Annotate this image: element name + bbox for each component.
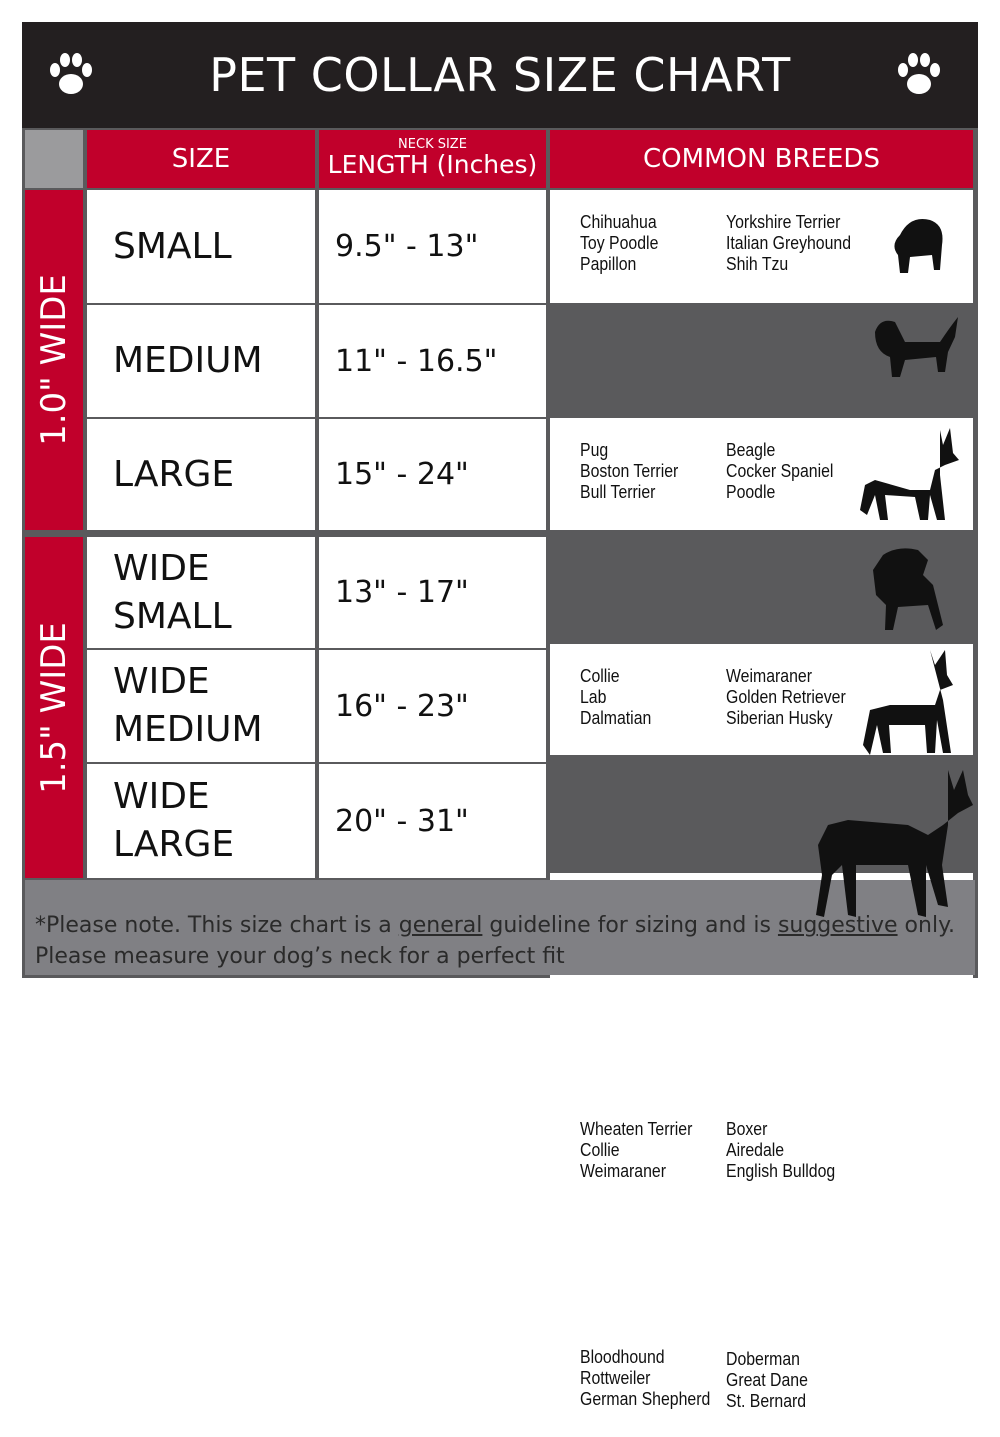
breed-name: Papillon xyxy=(580,254,637,274)
size-cell: WIDE SMALL xyxy=(87,537,315,648)
breed-name: Pug xyxy=(580,440,609,460)
breed-name: Wheaten Terrier xyxy=(580,1119,693,1139)
dachshund-silhouette-icon xyxy=(875,317,958,377)
length-cell: 9.5" - 13" xyxy=(319,190,546,303)
breed-name: Collie xyxy=(580,1140,620,1160)
breed-name: Beagle xyxy=(726,440,776,460)
note-underlined: general xyxy=(398,913,483,938)
footnote: *Please note. This size chart is a gener… xyxy=(25,880,975,975)
breed-name: Collie xyxy=(580,666,620,686)
note-text: *Please note. This size chart is a xyxy=(35,913,399,938)
breeds-column-1: Pug Boston Terrier Bull Terrier xyxy=(580,440,678,503)
note-text: only. xyxy=(897,913,955,938)
length-value: 13" - 17" xyxy=(335,575,469,610)
length-value: 16" - 23" xyxy=(335,688,469,724)
breed-name: Airedale xyxy=(726,1140,785,1160)
footnote-line-2: Please measure your dog’s neck for a per… xyxy=(35,944,565,969)
group-label-1-inch: 1.0" WIDE xyxy=(25,190,83,530)
breed-name: Dalmatian xyxy=(580,708,652,728)
size-label: MEDIUM xyxy=(113,340,263,381)
breed-name: Shih Tzu xyxy=(726,254,789,274)
size-label: LARGE xyxy=(113,453,235,495)
husky-silhouette-icon xyxy=(860,428,959,520)
breed-name: Chihuahua xyxy=(580,212,657,232)
size-label: WIDE SMALL xyxy=(113,547,232,637)
length-value: 11" - 16.5" xyxy=(335,343,498,379)
note-underlined: suggestive xyxy=(777,913,898,938)
breed-name: Great Dane xyxy=(726,1370,808,1390)
size-cell: SMALL xyxy=(87,190,315,303)
breed-name: Rottweiler xyxy=(580,1368,651,1388)
breed-name: Boxer xyxy=(726,1119,768,1139)
breeds-column-2: Yorkshire Terrier Italian Greyhound Shih T… xyxy=(726,212,851,275)
size-cell: WIDE MEDIUM xyxy=(87,650,315,762)
header-size: SIZE xyxy=(87,130,315,188)
length-cell: 13" - 17" xyxy=(319,537,546,648)
breeds-cell: Wheaten Terrier Collie Weimaraner Boxer Air… xyxy=(550,1097,973,1209)
size-label: WIDE LARGE xyxy=(113,776,235,865)
breed-name: Weimaraner xyxy=(726,666,812,686)
size-label: SMALL xyxy=(113,225,232,267)
length-value: 20" - 31" xyxy=(335,803,469,839)
paw-print-icon xyxy=(50,53,92,94)
length-value: 9.5" - 13" xyxy=(335,229,479,264)
breeds-cell: Chihuahua Toy Poodle Papillon Yorkshire Te… xyxy=(550,190,973,303)
breeds-column-2: Weimaraner Golden Retriever Siberian Husky xyxy=(726,666,846,729)
group-label-text: 1.5" WIDE xyxy=(34,621,75,794)
bulldog-silhouette-icon xyxy=(873,548,943,630)
footnote-line-1: *Please note. This size chart is a gener… xyxy=(35,910,975,941)
breed-name: Poodle xyxy=(726,482,776,502)
doberman-silhouette-icon xyxy=(816,770,973,917)
breed-name: Doberman xyxy=(726,1349,800,1369)
length-cell: 15" - 24" xyxy=(319,419,546,530)
size-cell: LARGE xyxy=(87,419,315,530)
group-label-1-5-inch: 1.5" WIDE xyxy=(25,537,83,878)
breed-name: Toy Poodle xyxy=(580,233,659,253)
breed-name: Siberian Husky xyxy=(726,708,833,728)
header-length: NECK SIZE LENGTH (Inches) xyxy=(319,130,546,188)
size-cell: MEDIUM xyxy=(87,305,315,417)
breeds-column-1: Wheaten Terrier Collie Weimaraner xyxy=(580,1119,692,1182)
breed-name: Italian Greyhound xyxy=(726,233,852,253)
breed-name: St. Bernard xyxy=(726,1391,807,1411)
breed-name: Cocker Spaniel xyxy=(726,461,834,481)
breeds-column-1: Bloodhound Rottweiler German Shepherd xyxy=(580,1347,710,1410)
size-cell: WIDE LARGE xyxy=(87,764,315,878)
breed-name: Bull Terrier xyxy=(580,482,656,502)
breeds-column-2: Beagle Cocker Spaniel Poodle xyxy=(726,440,833,503)
breed-name: Lab xyxy=(580,687,607,707)
page-title: PET COLLAR SIZE CHART xyxy=(22,22,978,128)
pitbull-silhouette-icon xyxy=(863,650,953,755)
header-length-label: LENGTH (Inches) xyxy=(327,150,538,179)
group-label-text: 1.0" WIDE xyxy=(34,274,75,446)
breed-name: German Shepherd xyxy=(580,1389,711,1409)
length-cell: 20" - 31" xyxy=(319,764,546,878)
length-value: 15" - 24" xyxy=(335,457,469,492)
breed-name: Yorkshire Terrier xyxy=(726,212,841,232)
note-text: guideline for sizing and is xyxy=(482,913,778,938)
breed-name: Boston Terrier xyxy=(580,461,679,481)
breeds-column-1: Chihuahua Toy Poodle Papillon xyxy=(580,212,658,275)
header-neck-size: NECK SIZE xyxy=(398,137,467,152)
breed-name: Bloodhound xyxy=(580,1347,665,1367)
header-corner xyxy=(25,130,83,188)
breeds-cell: Collie Lab Dalmatian Weimaraner Golden Retr… xyxy=(550,644,973,755)
breed-name: Weimaraner xyxy=(580,1161,666,1181)
breeds-column-2: Doberman Great Dane St. Bernard xyxy=(726,1349,808,1412)
breeds-column-1: Collie Lab Dalmatian xyxy=(580,666,651,729)
header-breeds: COMMON BREEDS xyxy=(550,130,973,188)
paw-print-icon xyxy=(898,53,940,94)
length-cell: 11" - 16.5" xyxy=(319,305,546,417)
breed-name: English Bulldog xyxy=(726,1161,836,1181)
small-dog-silhouette-icon xyxy=(894,219,943,273)
breed-name: Golden Retriever xyxy=(726,687,846,707)
breeds-cell: Pug Boston Terrier Bull Terrier Beagle Cock… xyxy=(550,418,973,530)
breeds-cell: Bloodhound Rottweiler German Shepherd Dobe… xyxy=(550,1323,973,1437)
size-label: WIDE MEDIUM xyxy=(113,661,263,750)
breeds-column-2: Boxer Airedale English Bulldog xyxy=(726,1119,835,1182)
length-cell: 16" - 23" xyxy=(319,650,546,762)
